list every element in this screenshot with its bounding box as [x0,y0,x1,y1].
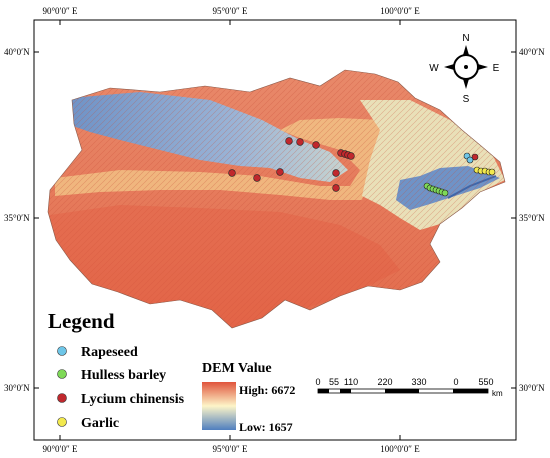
left-tick-40n: 40°0′N [4,47,30,57]
bottom-tick-95e: 95°0′0″ E [212,444,248,454]
compass-east: E [493,63,500,74]
left-tick-30n: 30°0′N [4,383,30,393]
legend: Legend Rapeseed Hulless barley Lycium ch… [48,309,185,431]
lycium-point[interactable] [347,152,355,160]
lycium-point[interactable] [285,137,293,145]
right-tick-35n: 35°0′N [519,213,545,223]
graticule-ticks [34,20,516,440]
compass-west: W [429,63,439,74]
scale-label-110: 110 [344,377,358,387]
compass-north: N [462,33,469,44]
bottom-tick-90e: 90°0′0″ E [42,444,78,454]
lycium-point[interactable] [471,153,479,161]
compass-south: S [463,94,470,105]
scale-label-0b: 0 [453,377,458,387]
garlic-point[interactable] [488,168,496,176]
province-dem-map [47,69,506,329]
top-tick-100e: 100°0′0″ E [380,6,420,16]
right-tick-30n: 30°0′N [519,383,545,393]
dem-title: DEM Value [202,361,272,376]
legend-lycium-swatch [57,393,67,403]
legend-title: Legend [48,309,115,333]
legend-hulless-barley-swatch [57,369,67,379]
rapeseed-point[interactable] [466,156,474,164]
hulless-barley-point[interactable] [441,189,449,197]
top-tick-90e: 90°0′0″ E [42,6,78,16]
dem-high-label: High: 6672 [239,383,295,397]
lycium-point[interactable] [296,138,304,146]
scale-bar: 0 55 110 220 330 0 550 km [315,377,503,398]
dem-color-ramp [202,382,236,430]
legend-rapeseed-swatch [57,346,67,356]
sample-points [228,137,496,197]
lycium-point[interactable] [312,141,320,149]
map-neatline [33,19,517,441]
top-tick-95e: 95°0′0″ E [212,6,248,16]
right-tick-40n: 40°0′N [519,47,545,57]
compass-rose-icon: N S E W [429,33,499,105]
dem-low-label: Low: 1657 [239,420,293,434]
legend-hulless-barley-label: Hulless barley [81,368,166,383]
dem-legend: DEM Value High: 6672 Low: 1657 [202,361,295,434]
bottom-tick-100e: 100°0′0″ E [380,444,420,454]
left-tick-35n: 35°0′N [4,213,30,223]
scale-label-220: 220 [377,377,392,387]
legend-lycium-label: Lycium chinensis [81,392,185,407]
scale-label-550: 550 [478,377,493,387]
lycium-point[interactable] [332,184,340,192]
scale-unit: km [492,389,503,398]
scale-label-330: 330 [411,377,426,387]
scale-label-55: 55 [329,377,339,387]
lycium-point[interactable] [276,168,284,176]
legend-garlic-swatch [57,417,67,427]
legend-garlic-label: Garlic [81,416,119,431]
legend-rapeseed-label: Rapeseed [81,345,138,360]
lycium-point[interactable] [253,174,261,182]
lycium-point[interactable] [332,169,340,177]
lycium-point[interactable] [228,169,236,177]
scale-label-0: 0 [315,377,320,387]
